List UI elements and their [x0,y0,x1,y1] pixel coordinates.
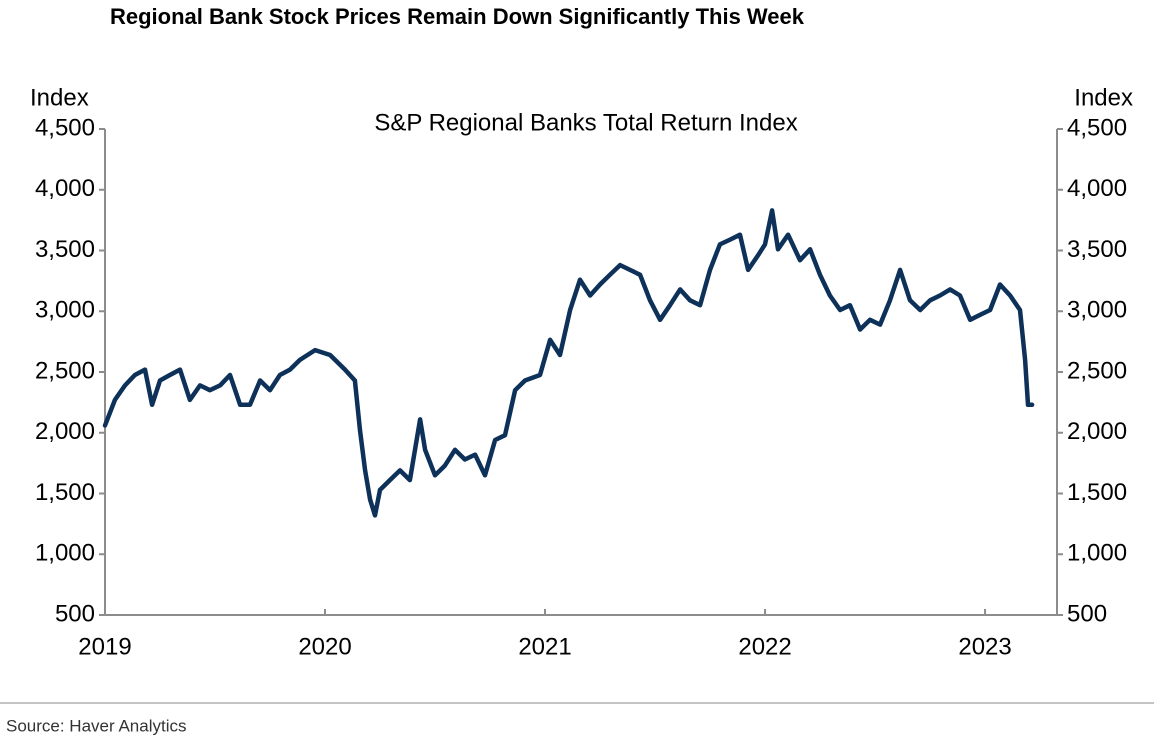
y2-tick-label: 4,000 [1067,175,1127,202]
y-tick-label: 1,000 [35,540,95,567]
x-tick-label: 2021 [518,633,571,660]
y2-tick-label: 3,500 [1067,236,1127,263]
x-tick-label: 2020 [298,633,351,660]
source-note: Source: Haver Analytics [6,716,186,735]
x-tick-label: 2019 [78,633,131,660]
y-tick-label: 2,000 [35,418,95,445]
chart-subtitle: S&P Regional Banks Total Return Index [374,109,797,136]
y-tick-label: 3,000 [35,297,95,324]
y2-tick-label: 4,500 [1067,114,1127,141]
y-tick-label: 4,500 [35,114,95,141]
y-tick-label: 3,500 [35,236,95,263]
y-tick-label: 500 [55,600,95,627]
y2-tick-label: 1,000 [1067,540,1127,567]
chart-title: Regional Bank Stock Prices Remain Down S… [110,4,805,29]
y2-tick-label: 2,500 [1067,357,1127,384]
y-tick-label: 2,500 [35,357,95,384]
y2-axis-label: Index [1074,84,1133,111]
y2-tick-label: 3,000 [1067,297,1127,324]
y-tick-label: 1,500 [35,479,95,506]
x-tick-label: 2022 [738,633,791,660]
x-tick-label: 2023 [958,633,1011,660]
y-axis-label: Index [30,84,89,111]
y2-tick-label: 1,500 [1067,479,1127,506]
index-line [102,208,1035,518]
y2-tick-label: 500 [1067,600,1107,627]
y2-tick-label: 2,000 [1067,418,1127,445]
y-tick-label: 4,000 [35,175,95,202]
